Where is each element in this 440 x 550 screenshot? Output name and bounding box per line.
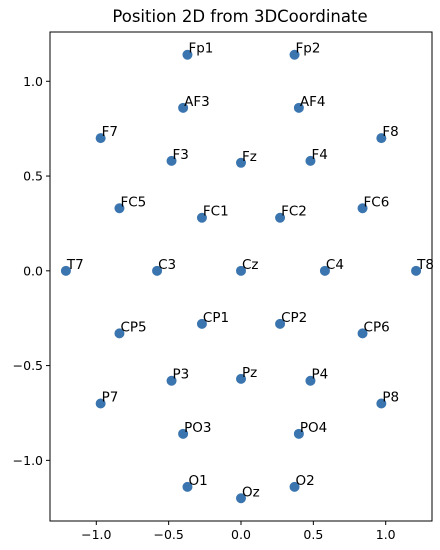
point-label-fc1: FC1 xyxy=(203,204,229,220)
point-label-f7: F7 xyxy=(102,124,118,140)
point-label-p7: P7 xyxy=(102,389,119,405)
data-point-af3 xyxy=(178,102,189,113)
data-point-cp1 xyxy=(196,318,207,329)
y-tick-label: 0.0 xyxy=(23,263,43,278)
data-point-p8 xyxy=(376,398,387,409)
data-point-f7 xyxy=(95,133,106,144)
data-point-fz xyxy=(236,157,246,168)
point-label-p3: P3 xyxy=(173,367,190,383)
point-label-o2: O2 xyxy=(296,473,315,489)
data-point-fp2 xyxy=(289,49,300,60)
data-point-c3 xyxy=(152,265,163,276)
data-point-p4 xyxy=(305,375,316,386)
data-point-oz xyxy=(236,493,246,504)
x-tick-label: 0.0 xyxy=(231,527,251,542)
point-label-f8: F8 xyxy=(382,124,398,140)
data-point-t8 xyxy=(411,265,422,276)
data-point-f4 xyxy=(305,155,316,166)
y-axis: −1.0 −0.5 0.0 0.5 1.0 xyxy=(13,74,50,468)
point-label-o1: O1 xyxy=(188,473,207,489)
data-point-po3 xyxy=(178,428,189,439)
data-point-po4 xyxy=(293,428,304,439)
y-tick-label: −0.5 xyxy=(13,358,43,373)
point-label-af3: AF3 xyxy=(184,94,210,110)
point-label-fz: Fz xyxy=(242,149,257,165)
point-label-cz: Cz xyxy=(242,257,259,273)
data-point-cp6 xyxy=(357,328,368,339)
point-labels: Fp1 Fp2 AF3 AF4 F7 F8 F3 Fz F4 FC5 FC1 FC2 FC6 T7 C3 Cz… xyxy=(66,41,434,501)
point-label-p4: P4 xyxy=(311,367,328,383)
x-tick-label: 0.5 xyxy=(303,527,323,542)
data-point-t7 xyxy=(60,265,71,276)
x-tick-label: 1.0 xyxy=(376,527,396,542)
data-point-o1 xyxy=(182,481,193,492)
point-label-fc5: FC5 xyxy=(120,194,146,210)
x-axis: −1.0 −0.5 0.0 0.5 1.0 xyxy=(81,521,396,542)
data-point-fc1 xyxy=(196,212,207,223)
point-label-t8: T8 xyxy=(416,257,434,273)
point-label-cp2: CP2 xyxy=(281,310,307,326)
data-point-pz xyxy=(236,373,246,384)
point-label-af4: AF4 xyxy=(300,94,326,110)
point-label-po4: PO4 xyxy=(300,420,327,436)
data-point-fc6 xyxy=(357,203,368,214)
data-point-f8 xyxy=(376,133,387,144)
point-label-p8: P8 xyxy=(382,389,399,405)
point-label-fc6: FC6 xyxy=(364,194,390,210)
data-point-fc5 xyxy=(114,203,125,214)
data-point-af4 xyxy=(293,102,304,113)
plot-area xyxy=(49,31,433,522)
data-point-f3 xyxy=(166,155,177,166)
point-label-fp2: Fp2 xyxy=(296,41,321,57)
y-tick-label: 1.0 xyxy=(23,74,43,89)
chart-title: Position 2D from 3DCoordinate xyxy=(112,7,367,26)
point-label-pz: Pz xyxy=(242,365,257,381)
data-points xyxy=(60,49,422,504)
point-label-f4: F4 xyxy=(311,147,327,163)
point-label-t7: T7 xyxy=(66,257,84,273)
point-label-c3: C3 xyxy=(158,257,176,273)
y-tick-label: −1.0 xyxy=(13,453,43,468)
point-label-cp5: CP5 xyxy=(120,319,146,335)
point-label-fp1: Fp1 xyxy=(188,41,213,57)
point-label-c4: C4 xyxy=(326,257,344,273)
point-label-fc2: FC2 xyxy=(281,204,307,220)
point-label-cp6: CP6 xyxy=(364,319,390,335)
data-point-o2 xyxy=(289,481,300,492)
data-point-p7 xyxy=(95,398,106,409)
x-tick-label: −0.5 xyxy=(153,527,183,542)
data-point-c4 xyxy=(319,265,330,276)
point-label-cp1: CP1 xyxy=(203,310,229,326)
point-label-f3: F3 xyxy=(173,147,189,163)
data-point-fp1 xyxy=(182,49,193,60)
y-tick-label: 0.5 xyxy=(23,169,43,184)
x-tick-label: −1.0 xyxy=(81,527,111,542)
data-point-cz xyxy=(236,265,246,276)
data-point-p3 xyxy=(166,375,177,386)
data-point-fc2 xyxy=(275,212,286,223)
data-point-cp5 xyxy=(114,328,125,339)
point-label-oz: Oz xyxy=(242,484,260,500)
point-label-po3: PO3 xyxy=(184,420,211,436)
data-point-cp2 xyxy=(275,318,286,329)
